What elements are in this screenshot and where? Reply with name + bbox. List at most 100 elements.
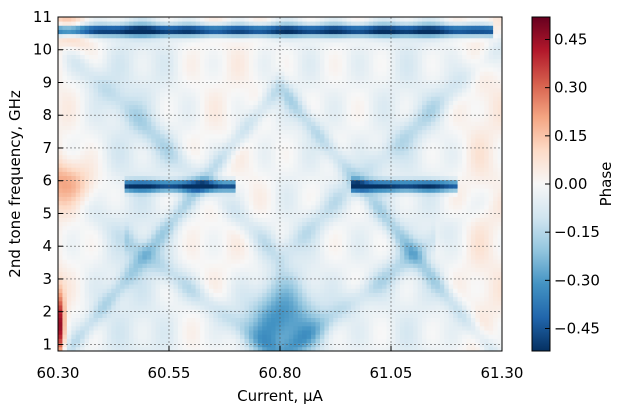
heatmap-cell (71, 292, 77, 298)
heatmap-cell (97, 271, 103, 277)
heatmap-cell (217, 133, 223, 139)
heatmap-cell (160, 83, 165, 89)
heatmap-cell (182, 192, 188, 197)
heatmap-cell (120, 163, 125, 168)
heatmap-cell (328, 242, 334, 248)
heatmap-cell (66, 167, 72, 172)
heatmap-cell (253, 179, 259, 185)
heatmap-cell (164, 225, 170, 231)
heatmap-cell (262, 33, 268, 39)
heatmap-cell (231, 42, 236, 47)
heatmap-cell (333, 325, 339, 331)
heatmap-cell (231, 171, 236, 177)
heatmap-cell (182, 342, 188, 348)
heatmap-cell (62, 104, 68, 110)
heatmap-cell (111, 79, 117, 85)
heatmap-cell (120, 175, 125, 181)
heatmap-cell (253, 104, 259, 110)
heatmap-cell (271, 37, 276, 43)
heatmap-cell (80, 296, 86, 302)
heatmap-cell (288, 317, 294, 323)
heatmap-cell (288, 292, 294, 298)
heatmap-cell (80, 254, 86, 260)
heatmap-cell (266, 221, 272, 227)
heatmap-cell (120, 313, 125, 319)
heatmap-cell (288, 171, 294, 177)
heatmap-cell (297, 50, 303, 55)
heatmap-cell (93, 280, 99, 285)
heatmap-cell (311, 37, 316, 43)
heatmap-cell (142, 188, 148, 193)
heatmap-cell (204, 313, 210, 319)
heatmap-cell (284, 346, 290, 351)
heatmap-cell (102, 271, 108, 277)
heatmap-cell (142, 325, 148, 331)
heatmap-cell (235, 325, 241, 331)
heatmap-cell (133, 254, 139, 260)
heatmap-cell (133, 92, 139, 97)
heatmap-cell (146, 163, 152, 168)
heatmap-cell (133, 204, 139, 210)
heatmap-cell (226, 125, 232, 131)
heatmap-cell (173, 259, 179, 264)
heatmap-cell (253, 62, 259, 68)
heatmap-cell (253, 158, 259, 164)
heatmap-cell (266, 280, 272, 285)
heatmap-cell (151, 25, 157, 30)
heatmap-cell (266, 300, 272, 306)
heatmap-cell (71, 296, 77, 302)
heatmap-cell (102, 263, 108, 268)
heatmap-cell (293, 37, 299, 43)
heatmap-cell (146, 242, 152, 248)
heatmap-cell (120, 196, 125, 202)
heatmap-cell (129, 225, 134, 231)
heatmap-cell (324, 221, 330, 227)
heatmap-cell (137, 213, 143, 218)
heatmap-cell (89, 96, 94, 101)
heatmap-cell (306, 280, 312, 285)
heatmap-cell (271, 163, 276, 168)
heatmap-cell (328, 321, 334, 327)
heatmap-cell (133, 275, 139, 281)
heatmap-cell (155, 50, 161, 55)
heatmap-cell (71, 146, 77, 152)
heatmap-cell (235, 92, 241, 97)
heatmap-cell (142, 146, 148, 152)
heatmap-cell (173, 284, 179, 289)
heatmap-cell (89, 188, 94, 193)
heatmap-cell (191, 58, 197, 64)
heatmap-cell (97, 275, 103, 281)
heatmap-cell (200, 83, 205, 89)
heatmap-cell (155, 325, 161, 331)
heatmap-cell (169, 342, 174, 348)
heatmap-cell (324, 280, 330, 285)
heatmap-cell (106, 263, 112, 268)
heatmap-cell (129, 242, 134, 248)
heatmap-cell (324, 138, 330, 143)
heatmap-cell (240, 17, 245, 22)
heatmap-cell (129, 234, 134, 239)
heatmap-cell (271, 117, 276, 122)
heatmap-cell (169, 71, 174, 76)
heatmap-cell (271, 296, 276, 302)
heatmap-cell (217, 296, 223, 302)
heatmap-cell (102, 25, 108, 30)
heatmap-cell (173, 100, 179, 106)
heatmap-cell (248, 75, 254, 81)
heatmap-cell (302, 117, 308, 122)
heatmap-cell (333, 204, 339, 210)
heatmap-cell (66, 37, 72, 43)
heatmap-cell (164, 83, 170, 89)
heatmap-cell (275, 267, 281, 273)
heatmap-cell (137, 280, 143, 285)
heatmap-cell (293, 158, 299, 164)
heatmap-cell (231, 246, 236, 252)
heatmap-cell (297, 79, 303, 85)
heatmap-cell (160, 100, 165, 106)
heatmap-cell (253, 100, 259, 106)
heatmap-cell (75, 83, 81, 89)
heatmap-cell (240, 204, 245, 210)
heatmap-cell (111, 62, 117, 68)
heatmap-cell (191, 221, 197, 227)
heatmap-cell (93, 163, 99, 168)
